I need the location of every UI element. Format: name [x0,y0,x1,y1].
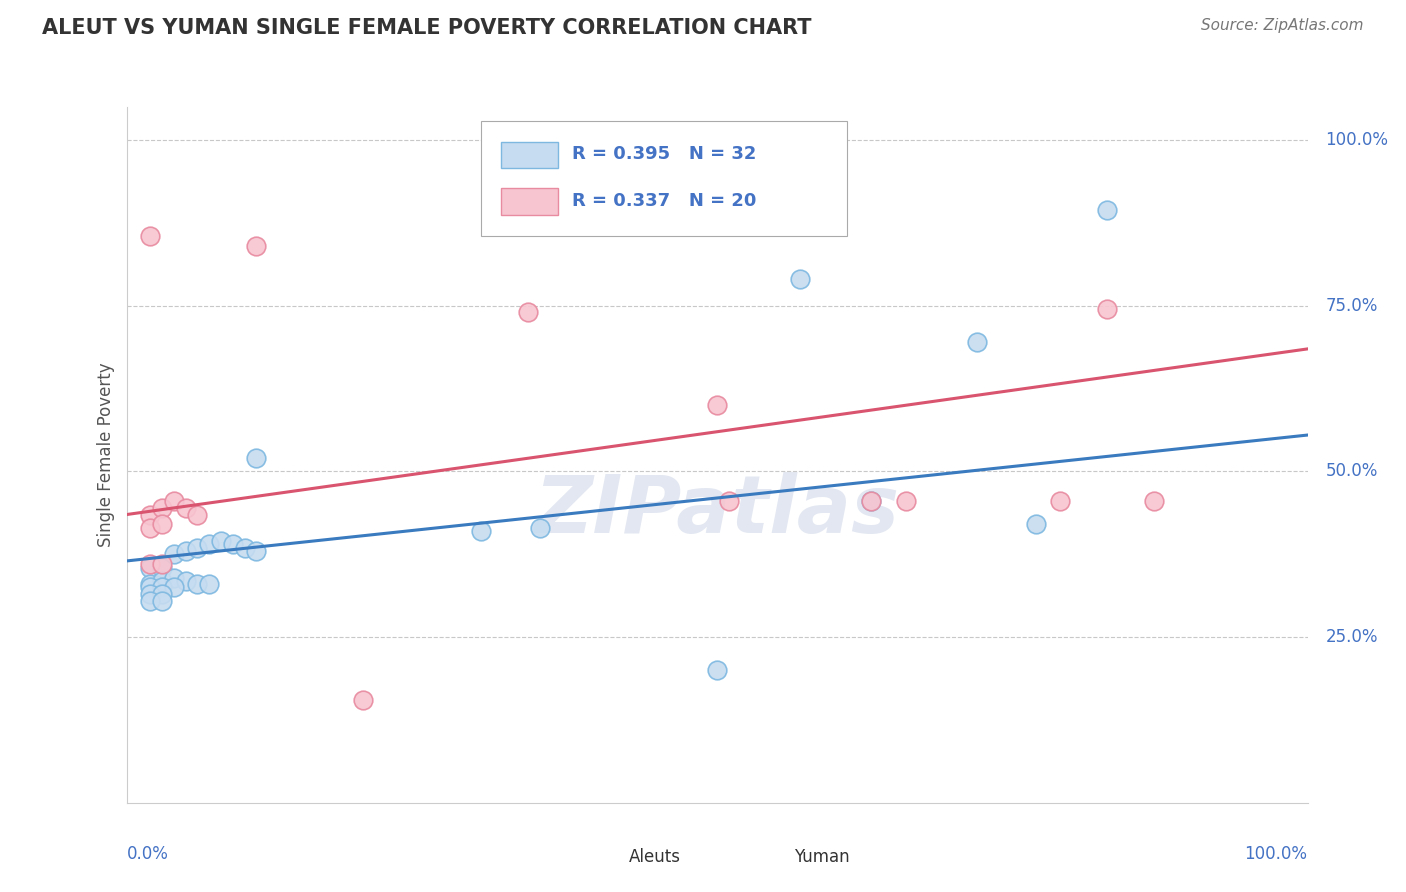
Point [706,663,728,677]
Point [1143,494,1166,508]
Point [150,581,173,595]
Text: Source: ZipAtlas.com: Source: ZipAtlas.com [1201,18,1364,33]
Point [233,541,256,555]
Point [198,537,221,551]
FancyBboxPatch shape [501,188,558,215]
Text: 50.0%: 50.0% [1326,462,1378,481]
Point [139,558,162,572]
Point [150,558,173,572]
Point [139,560,162,574]
Point [717,494,740,508]
Point [1095,202,1118,217]
Point [1095,302,1118,317]
Text: R = 0.337   N = 20: R = 0.337 N = 20 [572,192,756,210]
Text: 25.0%: 25.0% [1326,628,1378,646]
Point [186,541,208,555]
Point [789,272,811,286]
Y-axis label: Single Female Poverty: Single Female Poverty [97,363,115,547]
Point [186,508,208,522]
FancyBboxPatch shape [501,142,558,169]
Point [150,517,173,532]
Point [174,544,197,558]
Text: R = 0.395   N = 32: R = 0.395 N = 32 [572,145,756,163]
Point [150,593,173,607]
Point [186,577,208,591]
Point [470,524,492,538]
Text: 0.0%: 0.0% [127,845,169,863]
FancyBboxPatch shape [481,121,846,235]
Text: 75.0%: 75.0% [1326,297,1378,315]
Point [139,521,162,535]
Point [245,544,267,558]
FancyBboxPatch shape [741,847,782,868]
Point [209,534,232,549]
Point [150,574,173,588]
FancyBboxPatch shape [575,847,617,868]
Point [174,500,197,515]
Text: Yuman: Yuman [794,848,849,866]
Point [163,570,186,584]
Point [529,521,551,535]
Point [139,577,162,591]
Text: ALEUT VS YUMAN SINGLE FEMALE POVERTY CORRELATION CHART: ALEUT VS YUMAN SINGLE FEMALE POVERTY COR… [42,18,811,37]
Text: 100.0%: 100.0% [1326,131,1388,149]
Text: ZIPatlas: ZIPatlas [534,472,900,549]
Point [706,398,728,412]
Point [139,581,162,595]
Point [163,581,186,595]
Point [517,305,540,319]
Point [163,494,186,508]
Point [163,547,186,561]
Point [139,508,162,522]
Point [1049,494,1071,508]
Point [139,593,162,607]
Point [245,451,267,466]
Point [1025,517,1047,532]
Point [198,577,221,591]
Point [894,494,917,508]
Point [966,335,988,350]
Point [150,587,173,601]
Text: 100.0%: 100.0% [1244,845,1308,863]
Point [139,229,162,244]
Point [859,494,882,508]
Point [859,494,882,508]
Point [139,587,162,601]
Point [174,574,197,588]
Point [352,693,374,707]
Point [245,239,267,253]
Point [150,560,173,574]
Point [222,537,245,551]
Point [150,500,173,515]
Text: Aleuts: Aleuts [628,848,681,866]
